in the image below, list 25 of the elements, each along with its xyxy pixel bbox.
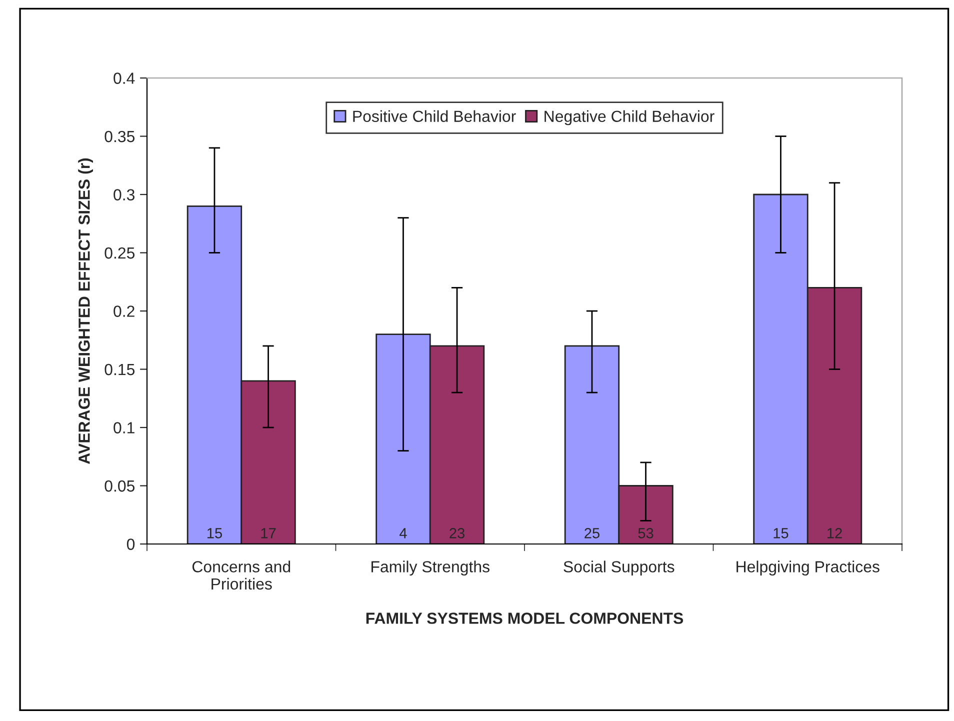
x-tick-label: Family Strengths [372,560,490,576]
y-tick-label: 0.05 [104,480,135,492]
legend-label: Negative Child Behavior [544,110,714,126]
x-tick-label: Concerns and Priorities [192,560,290,590]
annotation: 15 [207,528,222,538]
y-tick-label: 0.15 [104,364,135,376]
y-tick-label: 0.1 [114,422,134,434]
annotation: 25 [584,528,600,538]
annotation: 53 [638,528,654,538]
y-tick-label: 0 [126,538,135,550]
x-tick-label: Social Supports [564,560,674,576]
annotation: 15 [774,528,788,538]
y-tick-label: 0.3 [114,189,134,200]
annotation: 4 [400,528,407,538]
annotation: 17 [261,528,276,538]
annotation: 23 [450,528,464,538]
annotation: 12 [828,528,842,538]
x-tick-label: Helpgiving Practices [736,560,880,576]
y-tick-label: 0.2 [114,306,134,317]
x-axis-title: FAMILY SYSTEMS MODEL COMPONENTS [366,612,684,624]
y-axis-title: AVERAGE WEIGHTED EFFECT SIZES (r) [78,158,93,464]
y-tick-label: 0.25 [104,247,135,259]
y-tick-label: 0.35 [104,130,135,142]
y-tick-label: 0.4 [114,72,135,84]
legend-label: Positive Child Behavior [353,110,516,122]
